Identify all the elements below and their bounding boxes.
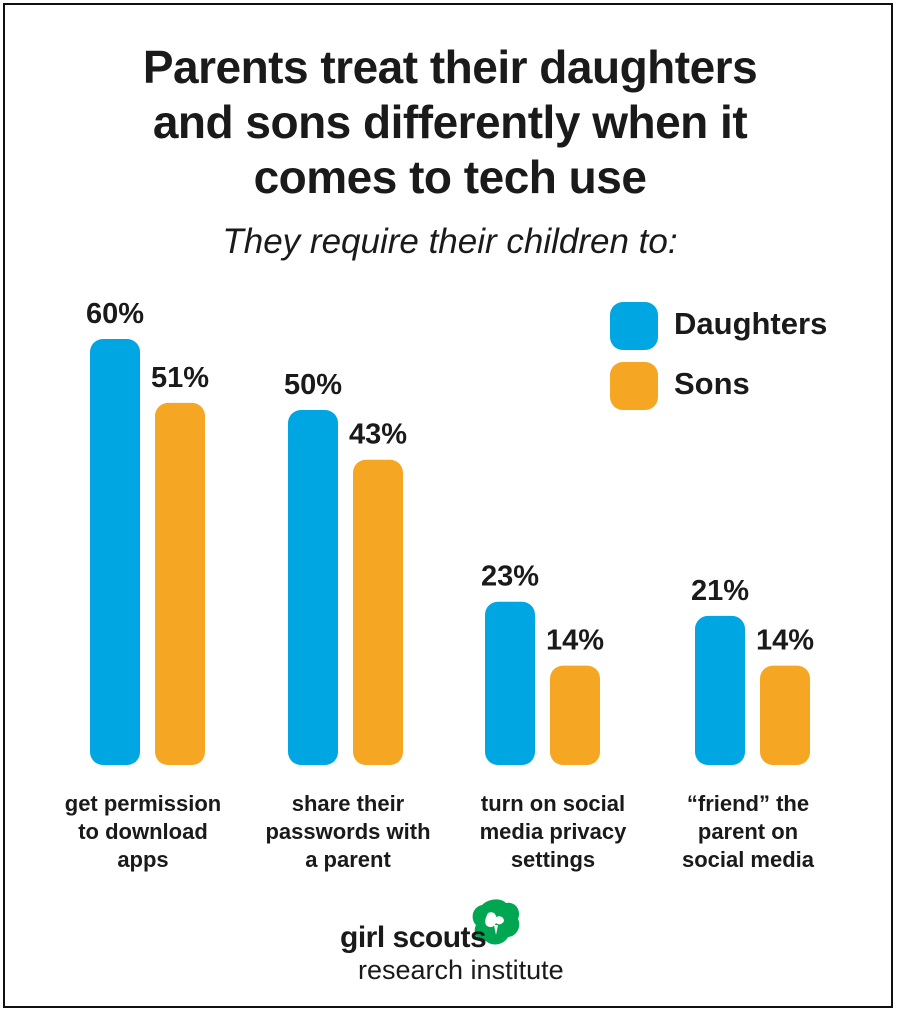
trefoil-icon xyxy=(472,899,520,945)
data-label-daughters-1: 60% xyxy=(86,298,144,330)
bar-sons-1 xyxy=(155,402,205,765)
category-label-line: social media xyxy=(681,847,815,872)
data-label-daughters-3: 23% xyxy=(481,561,539,593)
category-label-line: media privacy xyxy=(479,819,627,844)
category-label-line: settings xyxy=(510,847,596,872)
data-label-sons-4: 14% xyxy=(756,625,814,657)
bar-daughters-4 xyxy=(695,615,745,765)
data-label-daughters-4: 21% xyxy=(691,575,749,607)
data-label-sons-3: 14% xyxy=(546,625,604,657)
girl-scouts-logo: girl scouts research institute xyxy=(340,895,600,995)
title-line-1: Parents treat their daughters xyxy=(142,41,758,93)
category-label-line: apps xyxy=(117,847,169,872)
data-label-daughters-2: 50% xyxy=(284,369,342,401)
bar-sons-3 xyxy=(550,665,600,765)
legend-label-sons: Sons xyxy=(674,366,750,401)
category-label-line: parent on xyxy=(697,819,799,844)
legend: Daughters Sons xyxy=(610,302,880,422)
logo-text-research-institute: research institute xyxy=(358,955,564,985)
category-label-4: “friend” the parent on social media xyxy=(653,790,843,874)
bar-sons-4 xyxy=(760,665,810,765)
legend-item-sons: Sons xyxy=(610,362,880,422)
bar-sons-2 xyxy=(353,459,403,765)
category-label-line: get permission xyxy=(64,791,222,816)
bar-daughters-1 xyxy=(90,339,140,765)
legend-item-daughters: Daughters xyxy=(610,302,880,362)
bar-daughters-3 xyxy=(485,601,535,765)
category-label-line: turn on social xyxy=(480,791,626,816)
legend-label-daughters: Daughters xyxy=(674,306,828,341)
category-label-1: get permission to download apps xyxy=(48,790,238,874)
category-label-line: to download xyxy=(78,819,208,844)
legend-swatch-daughters xyxy=(610,302,658,350)
chart-subtitle: They require their children to: xyxy=(222,222,678,261)
title-line-3: comes to tech use xyxy=(253,151,647,203)
category-label-line: a parent xyxy=(305,847,391,872)
chart-title: Parents treat their daughters and sons d… xyxy=(0,40,900,205)
category-label-line: passwords with xyxy=(265,819,431,844)
chart-frame xyxy=(3,3,893,1008)
bar-daughters-2 xyxy=(288,410,338,765)
category-label-line: “friend” the xyxy=(686,791,810,816)
data-label-sons-1: 51% xyxy=(151,362,209,394)
legend-swatch-sons xyxy=(610,362,658,410)
category-label-3: turn on social media privacy settings xyxy=(458,790,648,874)
category-label-2: share their passwords with a parent xyxy=(253,790,443,874)
data-label-sons-2: 43% xyxy=(349,419,407,451)
category-label-line: share their xyxy=(291,791,405,816)
title-line-2: and sons differently when it xyxy=(152,96,748,148)
logo-text-girl-scouts: girl scouts xyxy=(340,921,487,954)
